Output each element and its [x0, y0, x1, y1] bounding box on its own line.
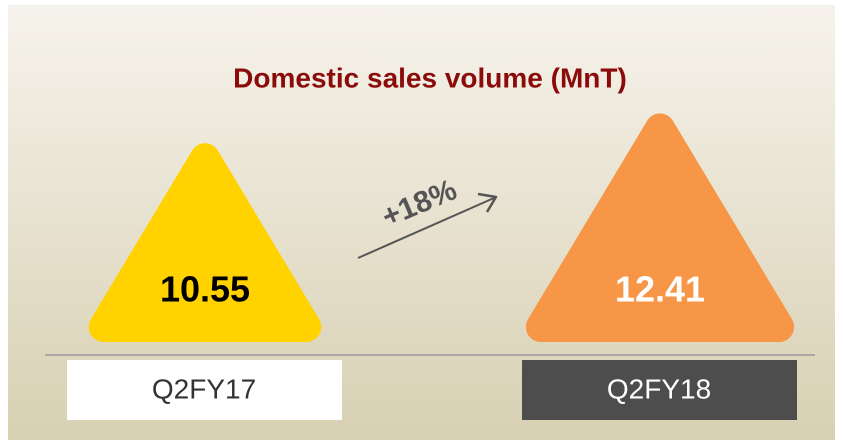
value-label: 10.55: [160, 269, 250, 310]
triangle: [525, 113, 795, 342]
category-box: [67, 360, 342, 420]
triangle: [88, 143, 322, 342]
category-label: Q2FY18: [607, 373, 711, 404]
category-label: Q2FY17: [152, 373, 256, 404]
arrow-head: [477, 192, 498, 213]
chart-title: Domestic sales volume (MnT): [233, 62, 627, 93]
value-label: 12.41: [615, 269, 705, 310]
category-box: [522, 360, 797, 420]
arrow-line: [357, 197, 495, 259]
